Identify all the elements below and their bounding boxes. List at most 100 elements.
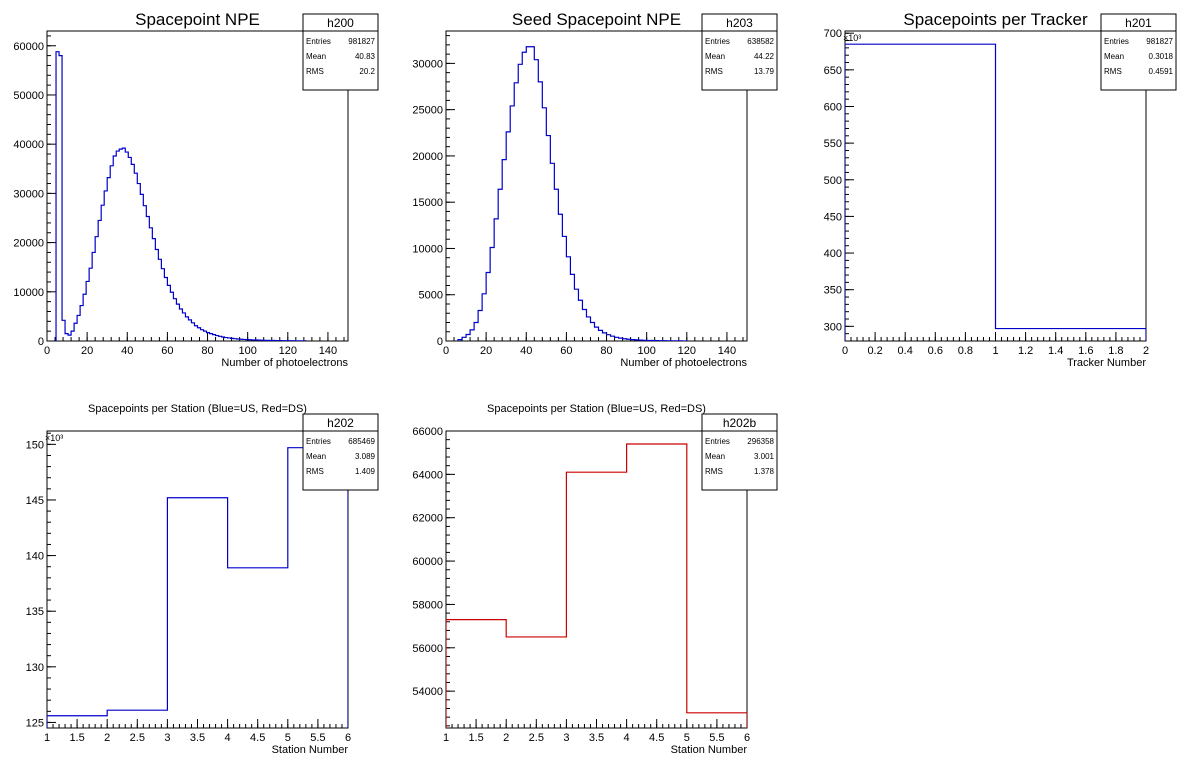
histogram-bin (550, 163, 554, 341)
histogram-bin (143, 206, 146, 341)
histogram-bin (134, 173, 137, 341)
stats-label: Mean (306, 452, 326, 461)
stats-label: Mean (705, 52, 725, 61)
histogram-bin (470, 330, 474, 341)
stats-name: h202 (327, 416, 354, 430)
histogram-bin (152, 239, 155, 341)
y-tick-label: 150 (26, 439, 44, 451)
stats-value: 40.83 (355, 52, 376, 61)
x-tick-label: 20 (480, 345, 492, 357)
histogram-bin (522, 52, 526, 341)
y-tick-label: 64000 (412, 469, 443, 481)
y-tick-label: 40000 (13, 139, 44, 151)
stats-box: h203 Entries 638582 Mean 44.22 RMS 13.79 (701, 13, 778, 91)
stats-value: 20.2 (359, 67, 375, 76)
y-tick-label: 20000 (412, 151, 443, 163)
y-tick-label: 450 (824, 211, 842, 223)
stats-name: h202b (723, 416, 757, 430)
histogram-bin (566, 472, 626, 728)
histogram-bin (228, 568, 288, 728)
histogram-bin (574, 289, 578, 341)
histogram-bin (101, 205, 104, 341)
y-tick-label: 500 (824, 175, 842, 187)
y-tick-label: 130 (26, 662, 44, 674)
histogram-bin (599, 330, 603, 341)
x-tick-label: 2 (503, 732, 509, 744)
histogram-bin (526, 47, 530, 341)
x-tick-label: 5.5 (310, 732, 325, 744)
stats-value: 981827 (1146, 37, 1173, 46)
stats-name: h201 (1125, 16, 1152, 30)
histogram-bin (122, 148, 125, 341)
x-tick-label: 2 (1143, 345, 1149, 357)
stats-box: h200 Entries 981827 Mean 40.83 RMS 20.2 (302, 13, 379, 91)
x-tick-label: 3 (164, 732, 170, 744)
histogram-bin (155, 249, 158, 341)
x-tick-label: 80 (201, 345, 213, 357)
histogram-bin (510, 106, 514, 341)
x-tick-label: 140 (319, 345, 337, 357)
x-tick-label: 6 (345, 732, 351, 744)
stats-label: Mean (306, 52, 326, 61)
x-tick-label: 1.6 (1078, 345, 1093, 357)
histogram-bin (466, 335, 470, 341)
y-tick-label: 60000 (412, 556, 443, 568)
histogram-bin (113, 156, 116, 341)
chart-title: Spacepoint NPE (135, 10, 260, 29)
y-tick-label: 650 (824, 65, 842, 77)
stats-label: RMS (306, 67, 324, 76)
x-tick-label: 1.5 (468, 732, 483, 744)
histogram-bin (582, 310, 586, 341)
stats-value: 638582 (747, 37, 774, 46)
histogram-bin (558, 214, 562, 341)
x-tick-label: 3.5 (589, 732, 604, 744)
x-tick-label: 140 (718, 345, 736, 357)
y-tick-label: 0 (38, 336, 44, 348)
stats-label: Mean (1104, 52, 1124, 61)
y-exponent-label: ×10³ (45, 433, 63, 443)
histogram-bin (185, 317, 188, 341)
y-tick-label: 5000 (419, 290, 443, 302)
plot-frame (445, 30, 748, 342)
histogram-bin (578, 300, 582, 341)
x-tick-label: 1 (443, 732, 449, 744)
histogram-bin (119, 149, 122, 341)
histogram-bin (107, 178, 110, 341)
y-tick-label: 0 (437, 336, 443, 348)
stats-value: 3.089 (355, 452, 376, 461)
histogram-bin (490, 248, 494, 341)
x-tick-label: 60 (161, 345, 173, 357)
y-tick-label: 140 (26, 551, 44, 563)
x-axis-title: Number of photoelectrons (221, 357, 348, 369)
histogram-panel-h201: Spacepoints per Tracker 0 0.2 0.4 0.6 0.8 1 1.2… (824, 10, 1177, 369)
histogram-bin (140, 194, 143, 341)
histogram-bin (478, 310, 482, 341)
y-tick-label: 56000 (412, 643, 443, 655)
x-tick-label: 5 (285, 732, 291, 744)
histogram-bin (98, 220, 101, 341)
stats-value: 3.001 (754, 452, 775, 461)
histogram-bin (586, 317, 590, 341)
x-tick-label: 4 (624, 732, 630, 744)
stats-label: Mean (705, 452, 725, 461)
x-tick-label: 40 (121, 345, 133, 357)
stats-label: RMS (306, 467, 324, 476)
stats-label: RMS (705, 67, 723, 76)
x-tick-label: 0 (842, 345, 848, 357)
histogram-line (845, 43, 1146, 341)
histogram-bin (446, 620, 506, 728)
x-tick-label: 3.5 (190, 732, 205, 744)
y-tick-label: 20000 (13, 238, 44, 250)
x-tick-label: 1.8 (1108, 345, 1123, 357)
x-tick-label: 100 (238, 345, 256, 357)
histogram-bins (845, 43, 1146, 341)
histogram-bin (137, 184, 140, 341)
histogram-panel-h202: Spacepoints per Station (Blue=US, Red=DS… (26, 403, 379, 756)
histogram-bin (542, 108, 546, 341)
chart-title: Seed Spacepoint NPE (512, 10, 681, 29)
histogram-bin (562, 236, 566, 341)
stats-value: 13.79 (754, 67, 775, 76)
histogram-bin (506, 637, 566, 728)
x-tick-label: 100 (637, 345, 655, 357)
stats-value: 0.4591 (1149, 67, 1174, 76)
